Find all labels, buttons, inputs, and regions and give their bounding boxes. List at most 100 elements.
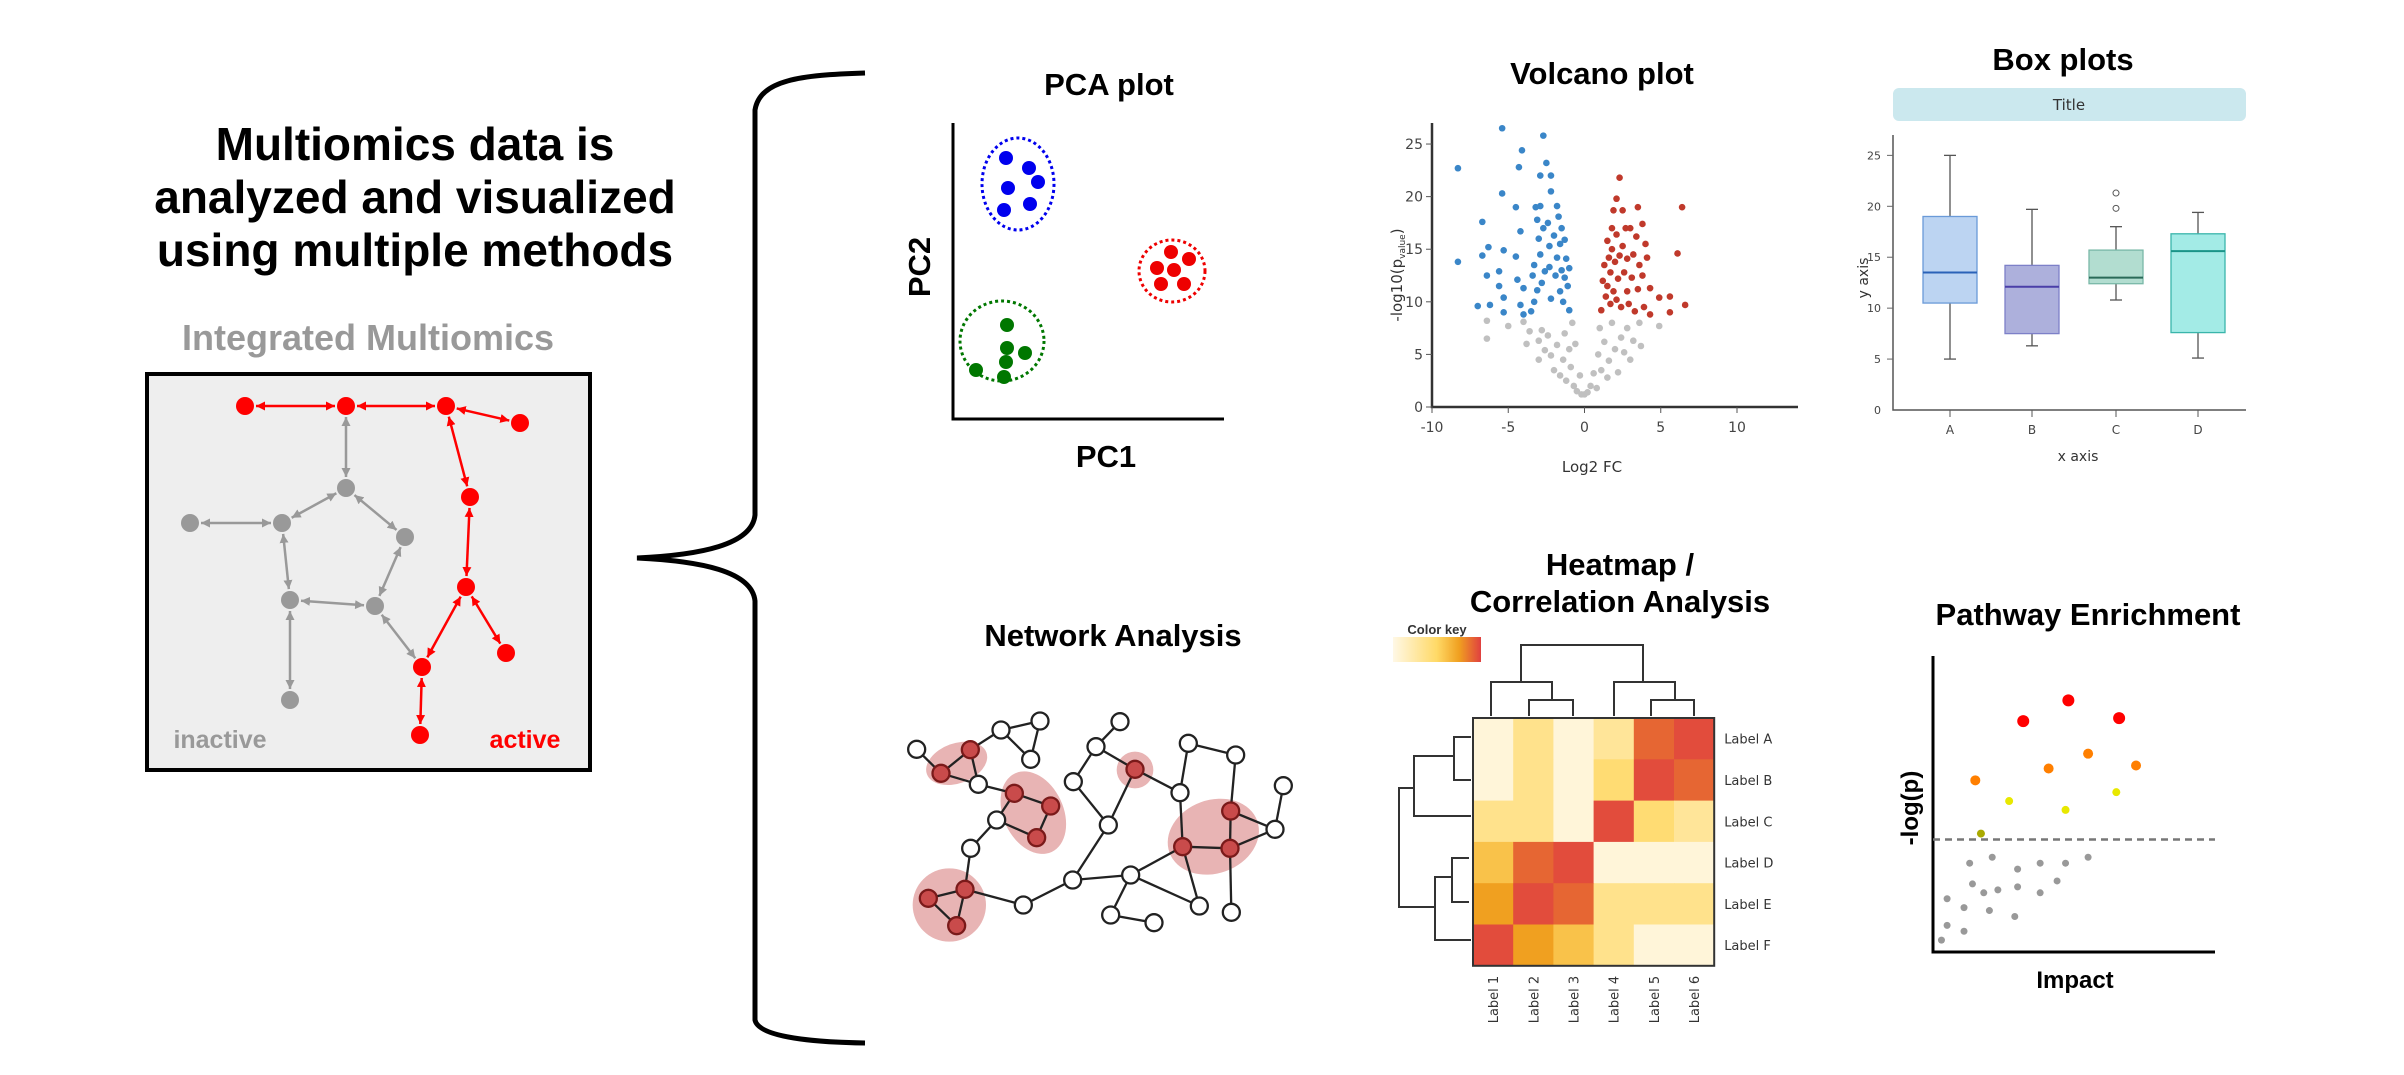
volcano-point-down [1520,311,1527,318]
volcano-point-up [1678,203,1686,211]
volcano-point-not_significant [1526,327,1533,335]
heatmap-cell [1593,718,1635,760]
pathway-point [2113,712,2126,725]
network-node [991,720,1011,740]
pca-point [1154,277,1168,291]
volcano-point-up [1639,272,1646,279]
heatmap-border [1472,717,1716,967]
boxplot-title: Box plots [1992,42,2133,77]
volcano-point-not_significant [1570,382,1578,390]
network-module-node [1125,759,1145,779]
volcano-plot: 0 5 10 15 20 25 -10 -5 0 5 10 [1405,123,1798,436]
network-node-inactive [366,597,384,615]
network-edge-active [456,406,510,423]
heatmap-cell [1553,883,1595,925]
main-title: Multiomics data is analyzed and visualiz… [154,118,676,276]
pca-title: PCA plot [1044,67,1174,102]
color-key-bar [1393,637,1481,662]
volcano-point-down [1547,188,1555,195]
heatmap-cell [1473,841,1514,884]
volcano-point-down [1544,219,1552,227]
network-node [1121,865,1141,885]
volcano-point-up [1643,254,1651,261]
pathway-point [1966,859,1974,867]
pathway-point [2131,760,2142,771]
boxplot-ytick-label: 15 [1867,251,1881,264]
network-edge-inactive [353,494,398,531]
volcano-point-down [1558,224,1565,232]
volcano-point-down [1561,236,1568,244]
heatmap-cell [1513,800,1554,843]
network-node-inactive [337,479,355,497]
volcano-point-not_significant [1562,377,1570,385]
volcano-point-not_significant [1483,335,1491,342]
volcano-ytick-label: 0 [1414,400,1423,416]
network-node [1030,711,1050,731]
volcano-ylabel: -log10(pvalue) [1388,228,1408,321]
network-node [1063,772,1083,792]
volcano-point-down [1536,251,1544,258]
volcano-point-down [1454,164,1462,172]
volcano-point-up [1597,306,1605,314]
network-analysis-graph [907,711,1293,942]
volcano-point-up [1633,233,1640,240]
network-edge-inactive [380,613,417,660]
pca-point [1001,181,1015,195]
network-node [1086,737,1106,757]
boxplot-outlier [2112,189,2120,197]
volcano-point-down [1550,232,1558,239]
volcano-point-up [1617,303,1625,311]
volcano-point-not_significant [1565,345,1573,353]
pca-cluster-outline [1137,238,1207,304]
network-edge [1130,873,1200,908]
network-edge-active [470,595,502,645]
volcano-ytick-label: 25 [1405,137,1423,153]
boxplot-xlabel: x axis [2058,449,2099,465]
volcano-point-not_significant [1569,319,1576,327]
pathway-point [2084,853,2092,861]
network-module-node [1027,828,1047,848]
volcano-point-not_significant [1614,368,1622,376]
volcano-point-up [1622,224,1629,232]
network-node [907,739,927,759]
volcano-point-down [1530,261,1538,269]
pca-point [1018,346,1032,360]
volcano-xlabel: Log2 FC [1562,458,1622,476]
network-node-active [437,397,455,415]
network-edge [964,888,1024,907]
volcano-point-not_significant [1594,351,1602,358]
main-title-line-3: using multiple methods [157,224,673,276]
volcano-point-not_significant [1584,388,1591,396]
network-node [968,774,988,794]
boxplot-ytick-label: 25 [1867,149,1881,162]
network-node-active [497,644,515,662]
heatmap-cell [1593,759,1635,802]
volcano-point-down [1565,306,1573,314]
network-node [1098,815,1118,835]
heatmap-cell [1473,924,1514,967]
heatmap-cell [1633,883,1675,925]
network-node [1013,895,1033,915]
row-dendrogram [1398,736,1471,941]
volcano-ytick-label: 10 [1405,295,1423,311]
integrated-panel [145,372,592,772]
network-node-active [337,397,355,415]
volcano-point-down [1553,202,1561,210]
heatmap-title-line-2: Correlation Analysis [1470,584,1770,619]
heatmap-column-label: Label 4 [1608,976,1623,1023]
network-edge [1181,846,1201,907]
volcano-point-down [1474,302,1482,310]
boxplot-panel-title-bar [1893,88,2246,121]
network-edge-inactive [300,596,365,610]
pathway-point [2083,748,2094,759]
network-module-node [955,879,975,899]
pathway-point [1988,853,1996,861]
pathway-point [2062,694,2075,707]
network-edge-inactive [378,546,402,597]
volcano-point-not_significant [1559,356,1567,363]
volcano-point-down [1546,263,1553,271]
network-module-node [1041,796,1061,816]
volcano-point-not_significant [1630,337,1637,345]
heatmap-column-label: Label 2 [1527,976,1542,1023]
column-dendrogram [1490,644,1695,716]
